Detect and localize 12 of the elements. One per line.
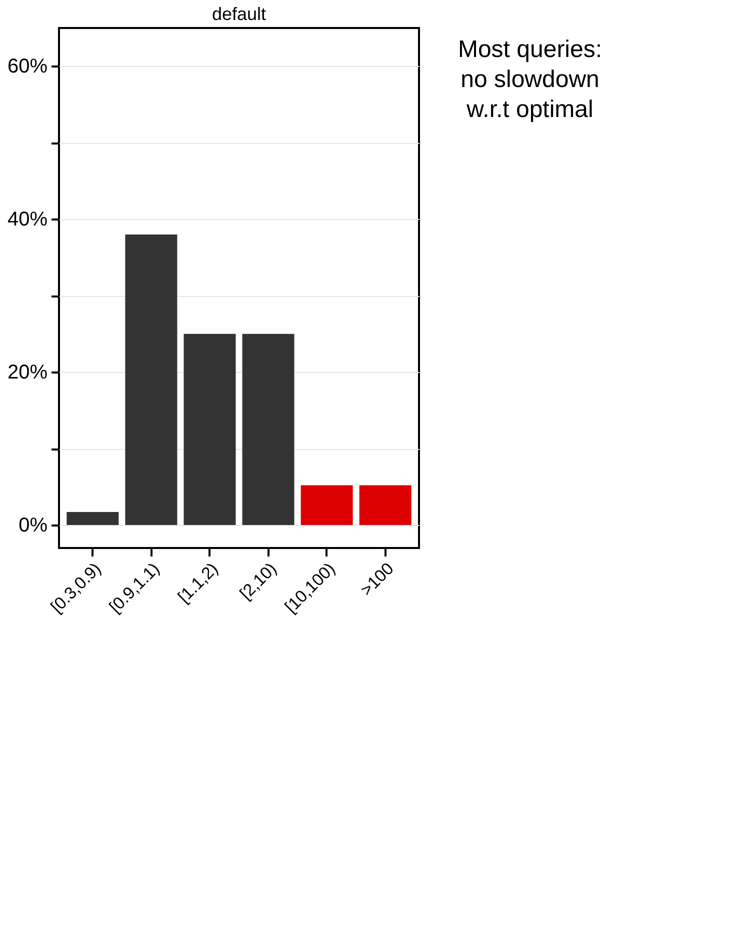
y-tick-label: 20% xyxy=(7,362,48,384)
y-tick-label: 0% xyxy=(18,514,48,537)
bar xyxy=(184,334,236,526)
chart-title: default xyxy=(212,4,266,24)
y-tick-label: 60% xyxy=(7,56,48,78)
text: Most queries: no slowdown w.r.t optimal xyxy=(458,36,602,123)
bar xyxy=(242,334,294,526)
bar xyxy=(66,512,119,526)
bar xyxy=(300,485,353,526)
bar xyxy=(125,234,178,526)
y-tick-label: 40% xyxy=(7,208,48,231)
bar xyxy=(359,485,412,526)
